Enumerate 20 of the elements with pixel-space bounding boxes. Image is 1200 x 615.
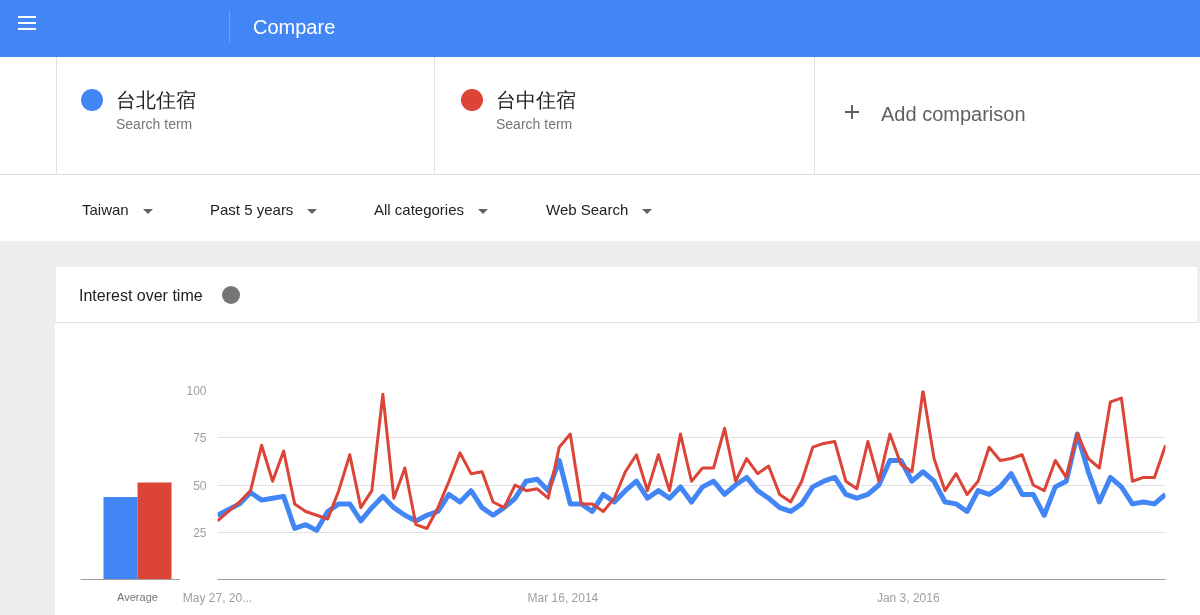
line-series xyxy=(217,390,1166,530)
x-tick-label: Mar 16, 2014 xyxy=(527,590,599,605)
text: Web Search xyxy=(546,200,630,220)
legend-label: 台中住宿 xyxy=(496,88,576,113)
text: Taiwan xyxy=(82,200,130,220)
text: Compare xyxy=(253,15,336,40)
text: Search term xyxy=(116,115,193,134)
y-tick-label: 100 xyxy=(186,384,207,398)
text: All categories xyxy=(374,200,466,220)
y-tick-label: 25 xyxy=(193,525,207,540)
x-tick-label: Jan 3, 2016 xyxy=(876,590,940,605)
text: Search term xyxy=(496,115,573,134)
text: Add comparison xyxy=(881,102,1026,127)
legend-label: 台北住宿 xyxy=(116,88,196,113)
x-tick-label: May 27, 20... xyxy=(182,590,253,605)
text: Past 5 years xyxy=(210,200,295,220)
chart-title: Interest over time xyxy=(79,286,203,306)
y-tick-label: 50 xyxy=(193,478,207,493)
x-tick-label: Average xyxy=(117,590,158,603)
y-tick-label: 75 xyxy=(193,431,207,446)
